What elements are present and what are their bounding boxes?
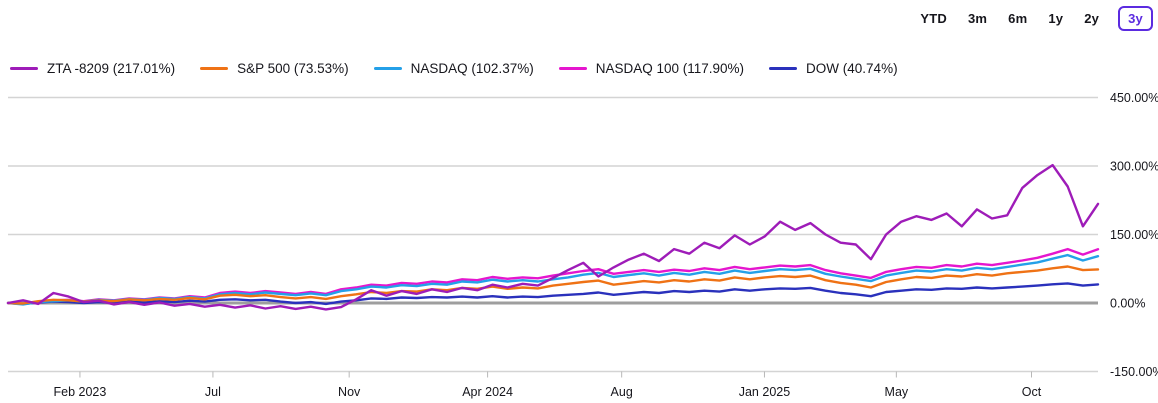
y-axis-label: 0.00% <box>1110 297 1145 311</box>
x-axis-label: Apr 2024 <box>462 385 513 399</box>
chart-legend: ZTA -8209 (217.01%) S&P 500 (73.53%) NAS… <box>10 61 898 76</box>
legend-item-sp500[interactable]: S&P 500 (73.53%) <box>200 61 349 76</box>
range-button-ytd[interactable]: YTD <box>920 11 947 26</box>
legend-label-dow: DOW (40.74%) <box>806 61 898 76</box>
legend-swatch-nasdaq <box>373 66 402 71</box>
y-axis-label: 300.00% <box>1110 160 1158 174</box>
legend-swatch-zta <box>10 66 38 71</box>
legend-label-sp500: S&P 500 (73.53%) <box>237 61 349 76</box>
x-axis-label: Oct <box>1022 385 1042 399</box>
legend-swatch-sp500 <box>200 66 229 71</box>
legend-item-zta[interactable]: ZTA -8209 (217.01%) <box>10 61 175 76</box>
series-line-dow <box>6 282 1100 306</box>
legend-label-zta: ZTA -8209 (217.01%) <box>47 61 176 76</box>
x-axis-label: Jan 2025 <box>739 385 790 399</box>
series-line-nasdaq <box>6 253 1100 306</box>
y-axis-label: -150.00% <box>1110 365 1158 379</box>
time-range-selector: YTD 3m 6m 1y 2y 3y <box>918 6 1153 31</box>
legend-swatch-nasdaq100 <box>558 66 587 71</box>
range-button-6m[interactable]: 6m <box>1008 11 1028 26</box>
y-axis-label: 150.00% <box>1110 228 1158 242</box>
legend-swatch-dow <box>769 66 798 71</box>
legend-item-nasdaq[interactable]: NASDAQ (102.37%) <box>373 61 534 76</box>
legend-label-nasdaq100: NASDAQ 100 (117.90%) <box>595 61 745 76</box>
series-line-s-p-500 <box>6 265 1100 305</box>
performance-chart[interactable]: 450.00% 300.00% 150.00% 0.00% -150.00% Feb 20… <box>0 88 1158 403</box>
y-axis-label: 450.00% <box>1110 91 1158 105</box>
x-axis-label: May <box>885 385 909 399</box>
x-axis-label: Aug <box>611 385 633 399</box>
range-button-3m[interactable]: 3m <box>967 11 988 26</box>
legend-label-nasdaq: NASDAQ (102.37%) <box>410 61 534 76</box>
x-axis-label: Jul <box>205 385 221 399</box>
range-button-1y[interactable]: 1y <box>1048 11 1064 26</box>
range-button-2y[interactable]: 2y <box>1084 11 1100 26</box>
x-axis-label: Nov <box>338 385 361 399</box>
range-button-3y[interactable]: 3y <box>1118 6 1153 31</box>
legend-item-dow[interactable]: DOW (40.74%) <box>769 61 898 76</box>
series-line-zta <box>6 163 1100 311</box>
legend-item-nasdaq100[interactable]: NASDAQ 100 (117.90%) <box>558 61 745 76</box>
x-axis-label: Feb 2023 <box>54 385 107 399</box>
